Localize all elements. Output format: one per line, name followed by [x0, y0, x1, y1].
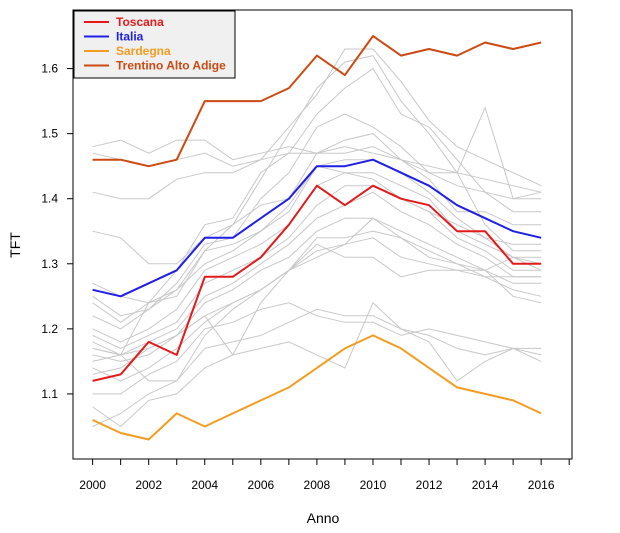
x-tick-label: 2004 [191, 478, 218, 492]
background-series-line [92, 302, 542, 395]
x-axis: 2000 2002 2004 2006 2008 2010 2012 2014 2016 [79, 459, 570, 492]
background-series-line [92, 133, 542, 323]
x-tick-label: 2000 [79, 478, 106, 492]
y-axis-title: TFT [7, 232, 23, 258]
y-tick-label: 1.5 [41, 127, 58, 141]
highlighted-series-group [92, 35, 542, 441]
x-axis-title: Anno [307, 510, 340, 526]
series-line-sardegna [92, 334, 542, 441]
legend-label: Sardegna [116, 44, 171, 58]
x-tick-label: 2012 [416, 478, 443, 492]
y-axis: 1.1 1.2 1.3 1.4 1.5 1.6 [41, 62, 73, 401]
background-series-line [92, 185, 542, 349]
x-tick-label: 2002 [135, 478, 162, 492]
background-series-line [92, 217, 542, 382]
y-tick-label: 1.1 [41, 387, 58, 401]
background-series-line [92, 308, 542, 427]
x-tick-label: 2010 [360, 478, 387, 492]
plot-frame [72, 9, 573, 460]
series-line-trentino-alto-adige [92, 35, 542, 168]
y-tick-label: 1.2 [41, 322, 58, 336]
background-series-line [92, 237, 542, 375]
background-series-line [92, 243, 542, 382]
series-line-toscana [92, 184, 542, 382]
background-series-line [92, 67, 542, 304]
y-tick-label: 1.6 [41, 62, 58, 76]
background-series-line [92, 230, 542, 362]
x-tick-label: 2008 [304, 478, 331, 492]
legend-label: Italia [116, 30, 144, 44]
series-line-italia [92, 158, 542, 298]
x-tick-label: 2014 [472, 478, 499, 492]
y-tick-label: 1.4 [41, 192, 58, 206]
background-series-line [92, 301, 542, 428]
background-series-line [92, 113, 542, 317]
background-series-line [92, 191, 542, 356]
legend-label: Toscana [116, 15, 164, 29]
x-tick-label: 2006 [247, 478, 274, 492]
x-tick-label: 2016 [528, 478, 555, 492]
legend-label: Trentino Alto Adige [116, 59, 226, 73]
background-series-line [92, 55, 542, 265]
y-tick-label: 1.3 [41, 257, 58, 271]
